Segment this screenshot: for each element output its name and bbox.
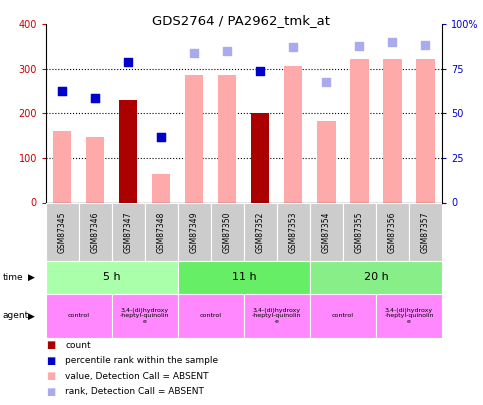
Bar bbox=[251, 113, 270, 202]
Text: GSM87347: GSM87347 bbox=[124, 211, 133, 253]
Bar bbox=[178, 261, 310, 294]
Bar bbox=[284, 66, 302, 202]
Point bbox=[58, 88, 66, 94]
Bar bbox=[343, 202, 376, 261]
Bar bbox=[119, 100, 138, 202]
Text: ▶: ▶ bbox=[28, 311, 35, 320]
Text: time: time bbox=[2, 273, 23, 282]
Point bbox=[58, 88, 66, 94]
Text: control: control bbox=[332, 313, 354, 318]
Bar bbox=[145, 202, 178, 261]
Text: GSM87352: GSM87352 bbox=[256, 211, 265, 253]
Text: control: control bbox=[200, 313, 222, 318]
Point bbox=[256, 68, 264, 75]
Bar bbox=[310, 294, 376, 338]
Bar bbox=[178, 294, 244, 338]
Text: 3,4-(di)hydroxy
-heptyl-quinolin
e: 3,4-(di)hydroxy -heptyl-quinolin e bbox=[384, 308, 434, 324]
Text: 5 h: 5 h bbox=[103, 273, 121, 282]
Text: GSM87353: GSM87353 bbox=[289, 211, 298, 253]
Bar bbox=[244, 202, 277, 261]
Text: ■: ■ bbox=[46, 371, 55, 381]
Bar bbox=[409, 202, 442, 261]
Text: 11 h: 11 h bbox=[232, 273, 256, 282]
Bar bbox=[416, 59, 435, 202]
Bar bbox=[244, 294, 310, 338]
Text: count: count bbox=[65, 341, 91, 350]
Text: ■: ■ bbox=[46, 341, 55, 350]
Point bbox=[91, 95, 99, 101]
Text: control: control bbox=[68, 313, 90, 318]
Bar bbox=[277, 202, 310, 261]
Text: GSM87348: GSM87348 bbox=[157, 211, 166, 253]
Text: ▶: ▶ bbox=[28, 273, 35, 282]
Text: rank, Detection Call = ABSENT: rank, Detection Call = ABSENT bbox=[65, 387, 204, 396]
Bar bbox=[86, 136, 104, 202]
Text: GDS2764 / PA2962_tmk_at: GDS2764 / PA2962_tmk_at bbox=[153, 14, 330, 27]
Text: GSM87356: GSM87356 bbox=[388, 211, 397, 253]
Point bbox=[422, 42, 429, 49]
Text: GSM87349: GSM87349 bbox=[190, 211, 199, 253]
Text: GSM87354: GSM87354 bbox=[322, 211, 331, 253]
Point bbox=[355, 43, 363, 49]
Text: GSM87355: GSM87355 bbox=[355, 211, 364, 253]
Point bbox=[323, 79, 330, 85]
Bar bbox=[53, 131, 71, 202]
Text: percentile rank within the sample: percentile rank within the sample bbox=[65, 356, 218, 365]
Bar bbox=[46, 261, 178, 294]
Point bbox=[157, 133, 165, 140]
Bar bbox=[310, 261, 442, 294]
Bar bbox=[376, 202, 409, 261]
Text: 3,4-(di)hydroxy
-heptyl-quinolin
e: 3,4-(di)hydroxy -heptyl-quinolin e bbox=[120, 308, 170, 324]
Bar bbox=[218, 75, 237, 202]
Bar bbox=[112, 294, 178, 338]
Text: GSM87346: GSM87346 bbox=[91, 211, 100, 253]
Bar bbox=[46, 294, 112, 338]
Bar bbox=[317, 121, 336, 202]
Text: value, Detection Call = ABSENT: value, Detection Call = ABSENT bbox=[65, 372, 209, 381]
Text: GSM87350: GSM87350 bbox=[223, 211, 232, 253]
Bar bbox=[211, 202, 244, 261]
Point bbox=[125, 59, 132, 66]
Bar bbox=[112, 202, 145, 261]
Bar bbox=[384, 59, 401, 202]
Bar bbox=[350, 59, 369, 202]
Point bbox=[224, 48, 231, 54]
Bar bbox=[152, 173, 170, 202]
Bar bbox=[79, 202, 112, 261]
Bar bbox=[178, 202, 211, 261]
Point bbox=[190, 50, 198, 56]
Point bbox=[91, 95, 99, 101]
Text: ■: ■ bbox=[46, 356, 55, 366]
Bar bbox=[376, 294, 442, 338]
Point bbox=[289, 44, 297, 51]
Bar bbox=[185, 75, 203, 202]
Point bbox=[388, 39, 396, 45]
Point bbox=[157, 133, 165, 140]
Text: GSM87357: GSM87357 bbox=[421, 211, 430, 253]
Text: GSM87345: GSM87345 bbox=[58, 211, 67, 253]
Text: 20 h: 20 h bbox=[364, 273, 388, 282]
Text: agent: agent bbox=[2, 311, 28, 320]
Text: 3,4-(di)hydroxy
-heptyl-quinolin
e: 3,4-(di)hydroxy -heptyl-quinolin e bbox=[252, 308, 302, 324]
Bar bbox=[310, 202, 343, 261]
Text: ■: ■ bbox=[46, 387, 55, 396]
Bar bbox=[46, 202, 79, 261]
